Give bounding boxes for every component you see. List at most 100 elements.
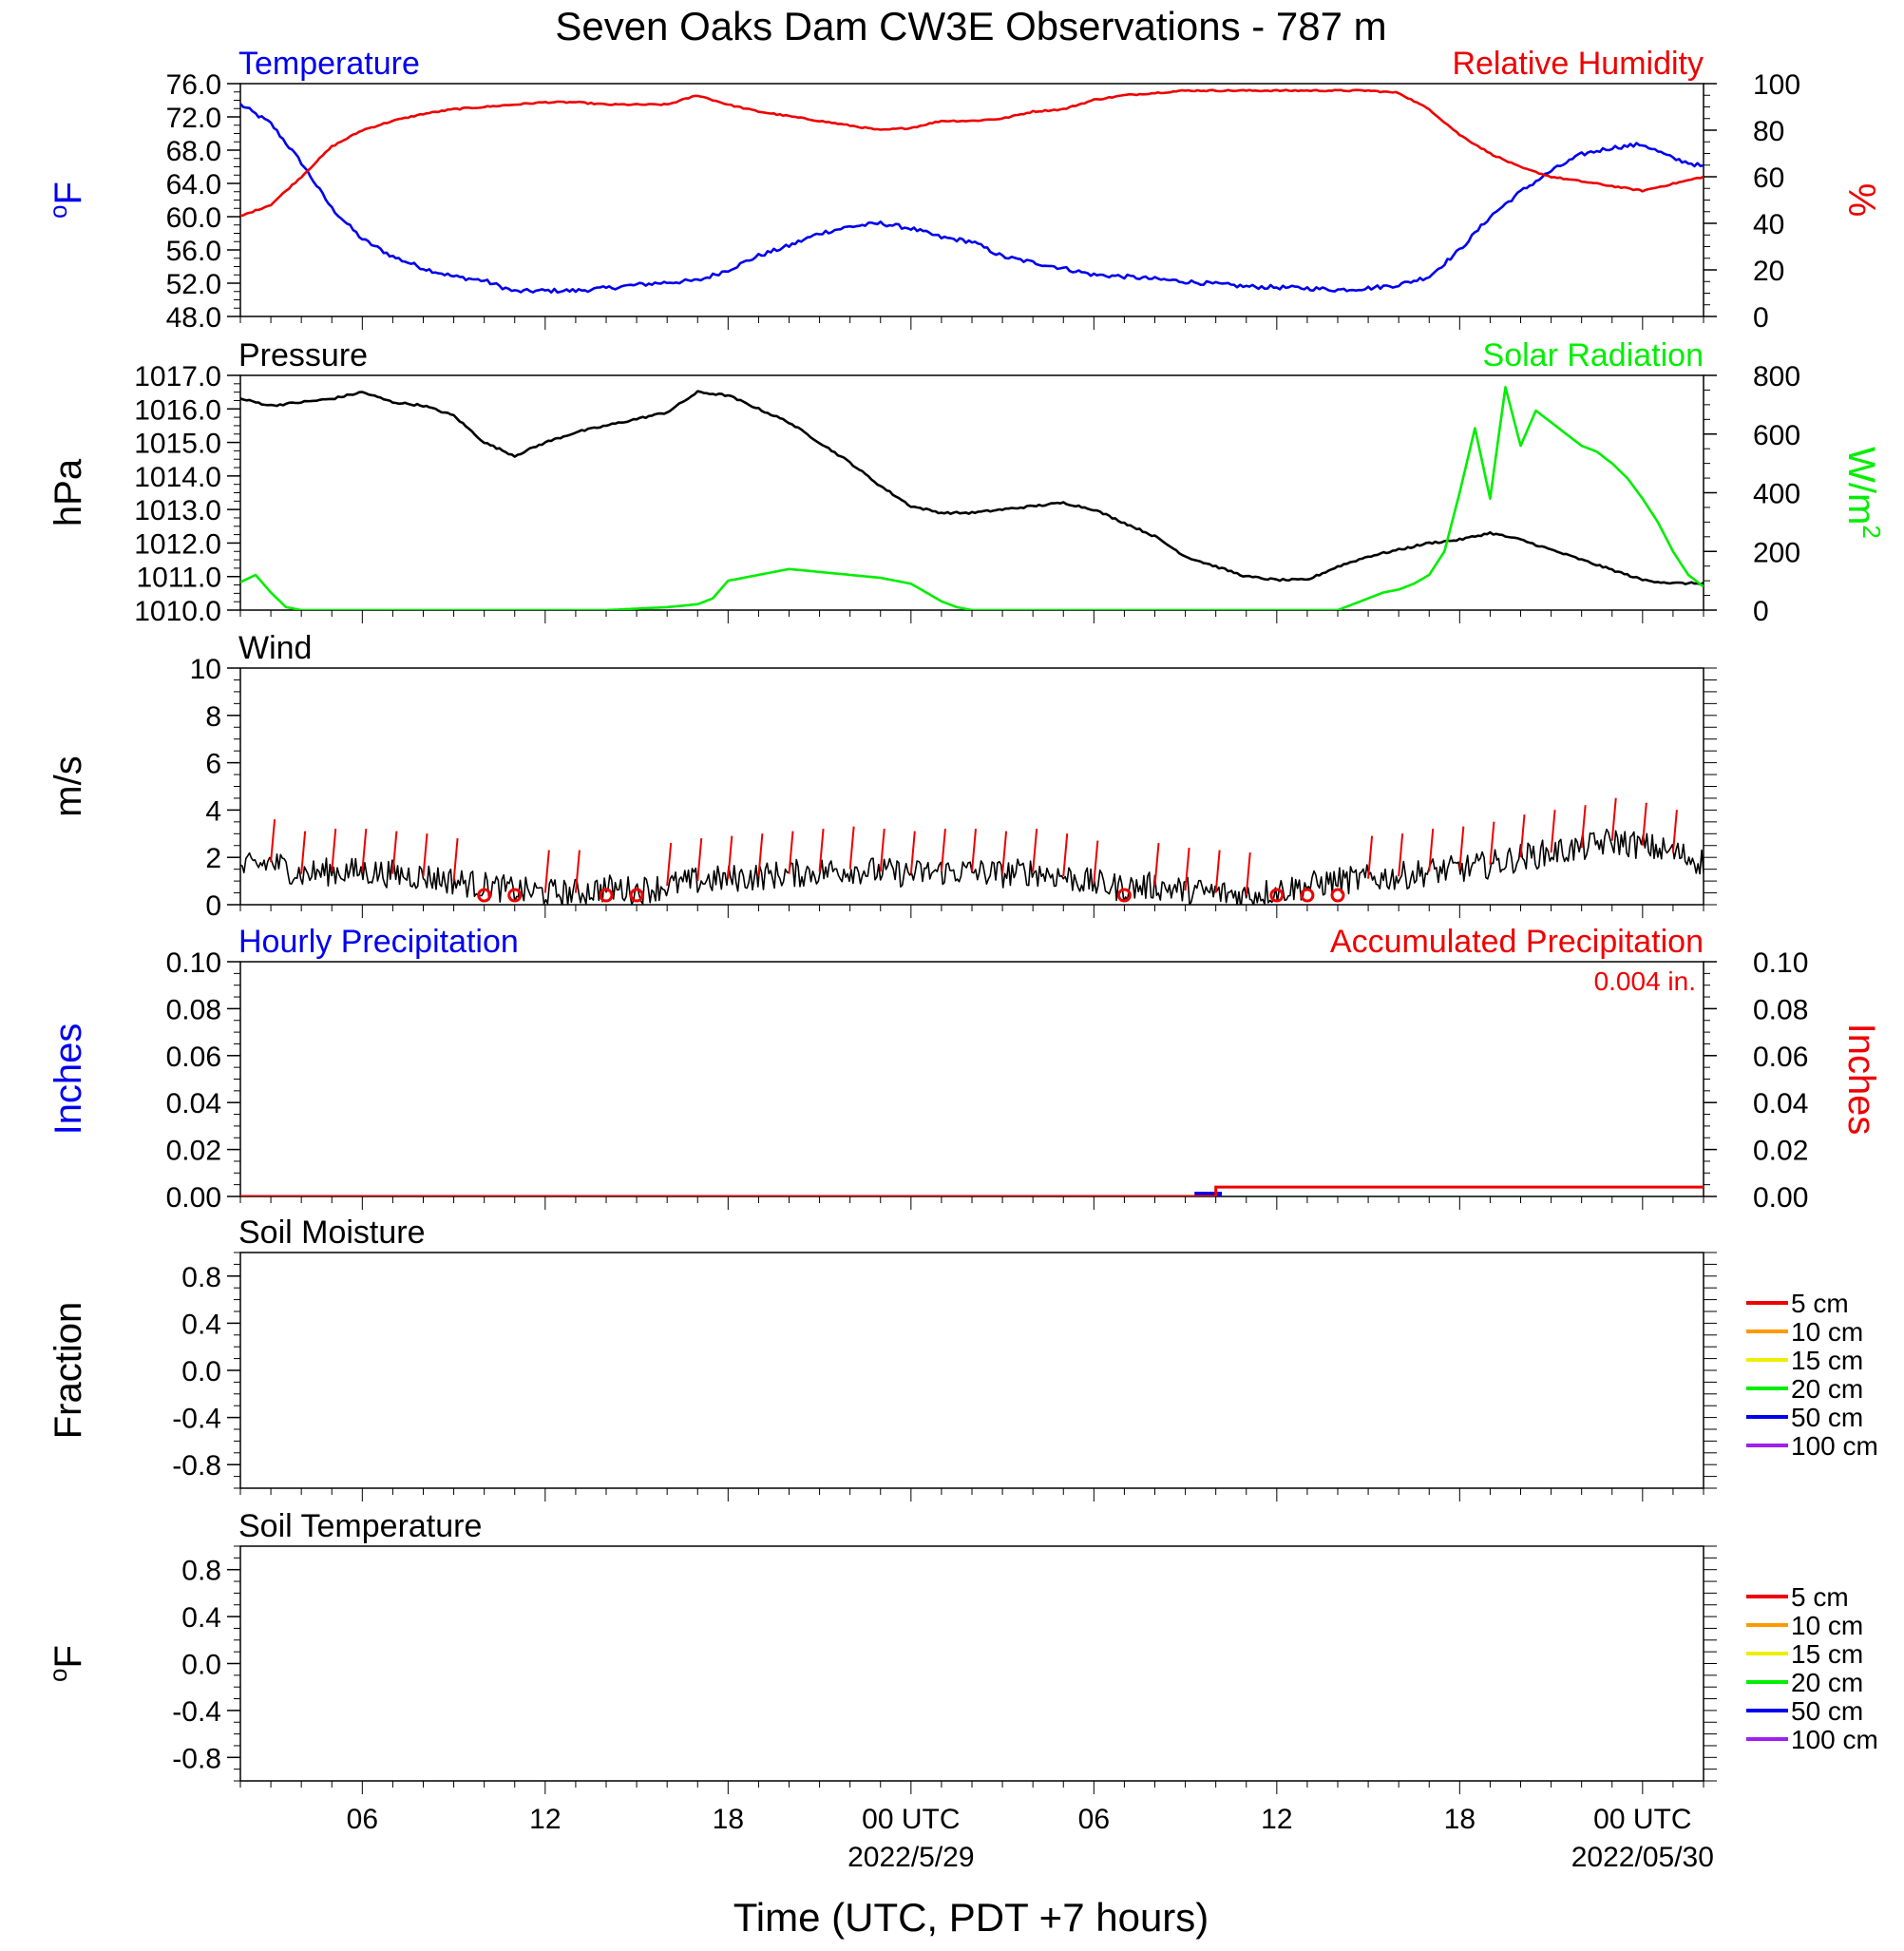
wind-barb [788,831,794,874]
wind-barb [1214,850,1221,893]
left-tick-label: 72.0 [166,103,221,134]
wind-barb [1062,833,1069,877]
right-tick-label: 0 [1753,596,1769,627]
left-y-axis-label: hPa [48,458,89,526]
legend-label: 15 cm [1791,1639,1863,1669]
left-tick-label: 0.4 [181,1602,221,1634]
calm-wind-circle [599,888,614,903]
wind-barb [757,833,764,877]
x-tick-label: 00 UTC [862,1804,960,1835]
wind-barb [1519,814,1526,858]
series-line-left-0 [240,828,1704,905]
series-group [240,386,1704,610]
left-tick-label: 0.10 [166,947,221,979]
right-y-axis-label: Inches [1840,1023,1882,1136]
x-tick-label: 18 [1444,1804,1476,1835]
legend-label: 50 cm [1791,1403,1863,1432]
wind-barb [361,829,368,872]
x-tick-label: 18 [713,1804,744,1835]
wind-barb [879,829,885,872]
series-group [240,797,1704,905]
left-tick-label: 64.0 [166,169,221,201]
wind-barb [574,850,581,893]
panel-left-title: Soil Moisture [238,1215,426,1251]
legend-label: 5 cm [1791,1289,1849,1318]
left-tick-label: 0 [205,890,221,922]
wind-barb [1550,810,1556,853]
wind-barb [1428,829,1435,872]
legend-label: 100 cm [1791,1431,1878,1461]
calm-wind-circle [507,888,523,903]
panel-left-title: Temperature [238,46,420,82]
left-tick-label: 4 [205,795,221,827]
figure-title: Seven Oaks Dam CW3E Observations - 787 m [555,4,1386,48]
panel-left-title: Soil Temperature [238,1508,482,1544]
panel-wind: 10 8 6 4 2 0 Wind m/s [48,630,1717,922]
degree-superscript: o [44,204,72,218]
series-group [240,88,1704,294]
right-tick-label: 800 [1753,361,1800,392]
left-tick-label: 1013.0 [134,495,221,526]
left-tick-label: 60.0 [166,202,221,234]
wind-barb [848,826,855,870]
right-tick-label: 40 [1753,209,1784,240]
right-tick-label: 400 [1753,479,1800,510]
calm-wind-circle [1300,888,1315,903]
legend-label: 10 cm [1791,1317,1863,1347]
wind-barb [1367,835,1374,879]
wind-barb [1153,842,1160,887]
wind-barb [1671,810,1678,853]
right-tick-label: 100 [1753,69,1800,101]
legend-label: 50 cm [1791,1696,1863,1726]
wind-barb [422,833,428,877]
panel-temp_rh: 76.072.068.064.060.056.052.048.0 100 80 60 4… [44,46,1882,334]
hourly-precip-bar [1194,1192,1223,1196]
left-tick-label: -0.4 [172,1404,221,1435]
left-tick-label: 1014.0 [134,462,221,493]
legend-label: 20 cm [1791,1668,1863,1697]
left-tick-label: 1015.0 [134,429,221,460]
left-tick-label: 1011.0 [136,563,221,594]
left-tick-label: 0.4 [181,1309,221,1340]
legend-label: 20 cm [1791,1374,1863,1404]
right-tick-label: 20 [1753,256,1784,287]
panel-left-title: Wind [238,630,312,666]
right-tick-label: 0.00 [1753,1182,1808,1214]
left-tick-label: -0.8 [172,1450,221,1482]
left-tick-label: 1010.0 [134,596,221,627]
wind-barb [666,842,673,887]
left-tick-label: 2 [205,843,221,874]
right-tick-label: 80 [1753,116,1784,147]
right-tick-label: 0.08 [1753,994,1808,1025]
right-y-axis-label: W/m2 [1840,447,1886,539]
panel-soil_moist: 0.8 0.4 0.0 -0.4 -0.8 Soil Moisture Fraction 5 … [48,1215,1878,1502]
left-y-axis-label: m/s [48,756,89,816]
wind-barb [1184,847,1190,891]
wind-barb [1093,840,1099,884]
left-tick-label: 1017.0 [134,361,221,392]
left-tick-label: -0.8 [172,1743,221,1774]
right-tick-label: 0.04 [1753,1088,1808,1119]
left-tick-label: 0.04 [166,1088,221,1119]
panel-left-title: Hourly Precipitation [238,924,519,960]
right-tick-label: 0.10 [1753,947,1808,979]
wind-barb [727,835,733,879]
calm-wind-circle [629,888,644,903]
wind-barb [909,831,916,874]
left-tick-label: 0.08 [166,994,221,1025]
left-tick-label: 56.0 [166,236,221,267]
panel-right-title: Relative Humidity [1452,46,1704,82]
wind-barb [1458,826,1465,870]
wind-barb [1489,821,1495,865]
unit-text: F [48,182,89,204]
left-tick-label: 6 [205,749,221,780]
series-line-left-0 [240,103,1704,294]
right-tick-label: 60 [1753,163,1784,194]
left-tick-label: -0.4 [172,1696,221,1728]
wind-barb [1032,829,1038,872]
series-line-right-1 [240,386,1704,610]
x-tick-label: 06 [347,1804,378,1835]
calm-wind-circle [477,888,492,903]
